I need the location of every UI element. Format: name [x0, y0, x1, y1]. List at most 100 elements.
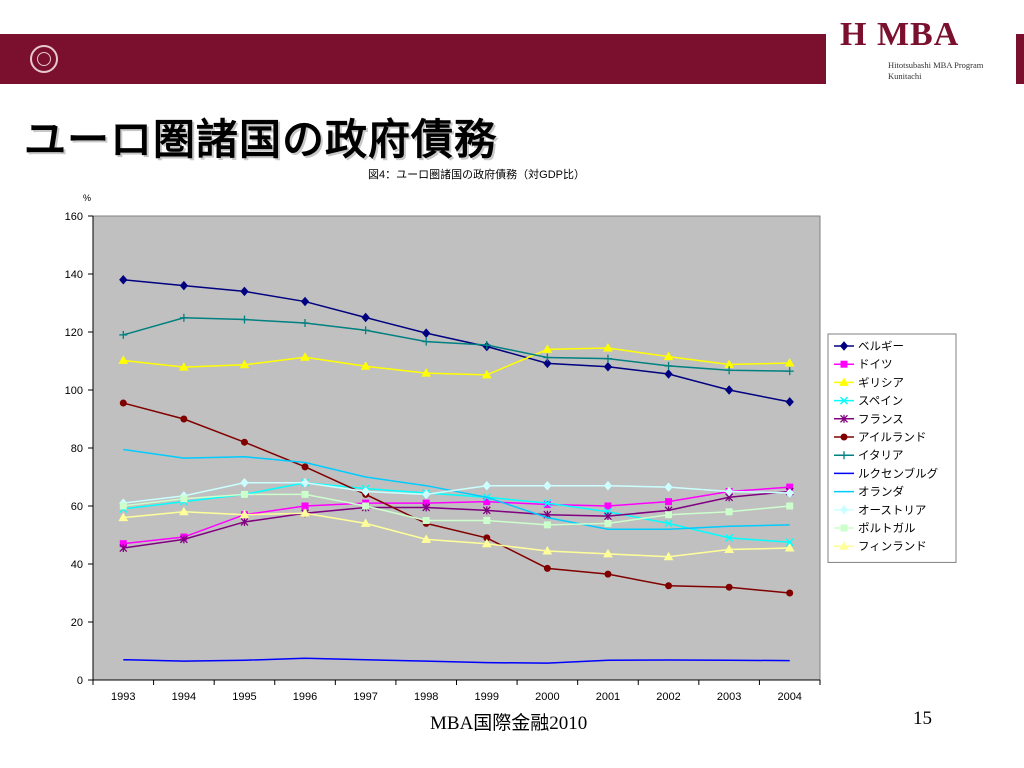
data-point — [179, 362, 189, 371]
data-point — [180, 415, 188, 423]
data-point — [543, 501, 551, 509]
legend-item: ギリシア — [834, 376, 904, 389]
data-point — [301, 463, 309, 471]
data-point — [240, 315, 249, 324]
debt-line-chart: 図4：ユーロ圏諸国の政府債務（対GDP比）% 0 20 40 60 80 100 120 140… — [65, 167, 957, 703]
data-point — [543, 521, 551, 529]
data-point — [360, 361, 371, 370]
data-point — [665, 582, 673, 590]
legend-label: ドイツ — [858, 359, 893, 371]
legend-item: フィンランド — [834, 541, 927, 553]
data-point — [421, 534, 432, 543]
legend-marker — [840, 414, 848, 423]
data-point — [664, 519, 673, 528]
legend-marker — [840, 451, 848, 460]
data-point — [784, 358, 795, 367]
legend-label: ギリシア — [858, 376, 904, 389]
x-tick-label: 1997 — [353, 691, 377, 703]
series-line — [123, 279, 790, 403]
legend-label: アイルランド — [858, 432, 926, 444]
y-tick-label: 140 — [65, 269, 83, 281]
data-point — [239, 359, 250, 369]
data-point — [725, 366, 734, 375]
legend-marker — [840, 360, 848, 368]
data-point — [665, 498, 673, 506]
logo-subtitle-line1: Hitotsubashi MBA Program — [888, 60, 984, 70]
y-tick-label: 0 — [77, 675, 83, 687]
data-point — [360, 518, 371, 527]
x-tick-label: 1999 — [475, 691, 499, 703]
series-line — [123, 482, 790, 504]
data-point — [603, 548, 613, 558]
data-point — [118, 512, 129, 522]
data-point — [240, 490, 248, 498]
data-point — [240, 438, 248, 446]
series-line — [123, 511, 790, 558]
data-point — [725, 508, 733, 516]
data-point — [786, 589, 794, 597]
x-tick-label: 2004 — [777, 691, 801, 703]
x-tick-label: 1994 — [172, 691, 196, 703]
data-point — [665, 511, 673, 519]
x-tick-label: 2003 — [717, 691, 741, 703]
data-point — [300, 478, 310, 488]
data-point — [663, 551, 674, 561]
legend-marker — [840, 524, 848, 532]
data-point — [785, 538, 794, 547]
legend-marker — [840, 396, 848, 405]
legend-marker — [839, 505, 849, 515]
logo-subtitle: Hitotsubashi MBA Program Kunitachi — [888, 60, 983, 82]
data-point — [179, 506, 189, 516]
data-point — [482, 506, 491, 515]
data-point — [361, 326, 370, 335]
data-point — [724, 385, 734, 395]
y-tick-label: 80 — [71, 443, 83, 455]
chart-title: 図4：ユーロ圏諸国の政府債務（対GDP比） — [368, 167, 585, 181]
data-point — [482, 480, 491, 491]
data-point — [119, 275, 128, 285]
data-point — [301, 502, 309, 510]
legend-item: アイルランド — [834, 432, 926, 444]
data-point — [300, 296, 310, 307]
plot-area — [92, 215, 821, 681]
slide-title: ユーロ圏諸国の政府債務 — [24, 115, 498, 164]
x-tick-label: 1995 — [232, 691, 256, 703]
data-point — [543, 480, 552, 491]
data-point — [180, 495, 188, 503]
legend-label: フィンランド — [858, 541, 927, 553]
series-line — [123, 317, 790, 372]
data-point — [422, 517, 430, 524]
data-point — [422, 503, 431, 512]
data-point — [542, 545, 553, 555]
data-point — [422, 337, 431, 346]
data-point — [664, 369, 673, 379]
series-line — [123, 448, 790, 530]
legend-marker — [839, 341, 849, 351]
data-point — [481, 369, 492, 379]
data-point — [543, 353, 552, 362]
data-point — [481, 538, 492, 548]
legend-label: フランス — [858, 414, 904, 426]
legend-item: ポルトガル — [834, 522, 916, 535]
legend-label: ベルギー — [858, 340, 904, 353]
series-9 — [123, 448, 790, 530]
series-12 — [118, 506, 795, 561]
data-point — [301, 490, 309, 498]
legend-label: オーストリア — [858, 504, 926, 517]
logo-subtitle-line2: Kunitachi — [888, 71, 922, 81]
x-tick-label: 1998 — [414, 691, 438, 703]
data-point — [785, 397, 794, 407]
legend-item: オランダ — [834, 485, 904, 499]
legend-marker — [839, 377, 849, 386]
legend-label: ポルトガル — [858, 522, 916, 535]
data-point — [240, 517, 249, 526]
series-line — [123, 347, 790, 376]
legend-item: ドイツ — [834, 359, 893, 371]
data-point — [119, 330, 128, 339]
x-tick-label: 2000 — [535, 691, 559, 703]
x-tick-label: 1996 — [293, 691, 317, 703]
legend-item: フランス — [834, 414, 904, 426]
data-point — [784, 543, 795, 552]
data-point — [543, 358, 552, 369]
legend-label: ルクセンブルグ — [858, 466, 939, 480]
